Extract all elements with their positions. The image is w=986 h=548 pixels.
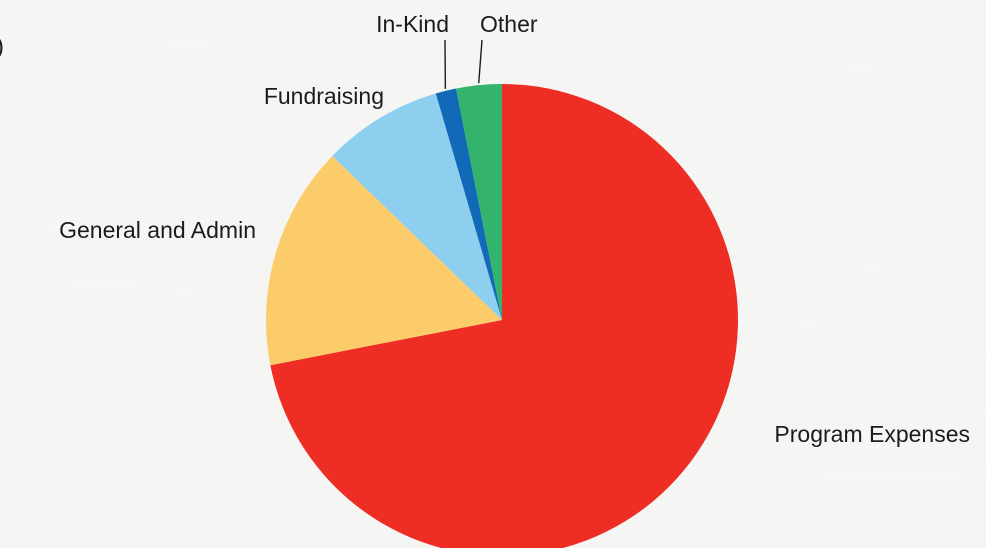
leader-line bbox=[478, 39, 483, 84]
slice-label: Other bbox=[480, 11, 538, 37]
pie-slice-in-kind bbox=[435, 88, 502, 321]
pie-slices bbox=[265, 84, 738, 548]
slice-label: Fundraising bbox=[264, 83, 384, 109]
slice-label: In-Kind bbox=[376, 11, 449, 37]
pie-slice-other bbox=[456, 84, 502, 320]
slice-label: General and Admin bbox=[59, 217, 256, 243]
pie-slice-program-expenses bbox=[270, 84, 738, 548]
slice-labels: Program Expenses General and Admin Fundrai… bbox=[59, 11, 970, 447]
pie-slice-fundraising bbox=[332, 93, 502, 320]
pie-slice-general-and-admin bbox=[265, 156, 502, 366]
edge-glyph: ) bbox=[0, 33, 4, 60]
slice-label: Program Expenses bbox=[774, 421, 970, 447]
leader-lines bbox=[444, 39, 483, 89]
